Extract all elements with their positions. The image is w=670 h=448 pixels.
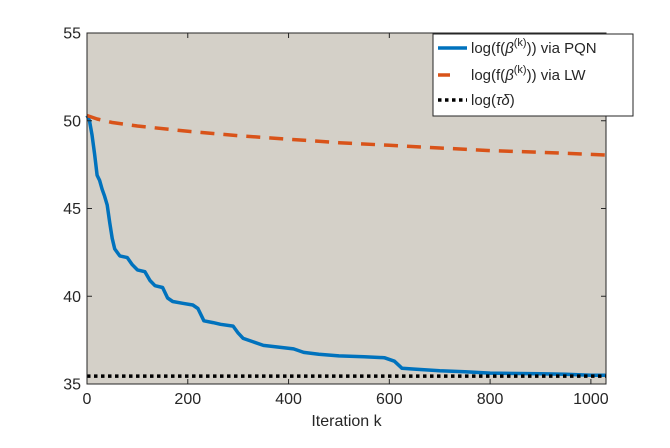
legend: log(f(β(k))) via PQN log(f(β(k))) via LW l… bbox=[432, 33, 634, 117]
x-axis-title: Iteration k bbox=[311, 413, 382, 430]
x-tick-label: 600 bbox=[376, 391, 403, 408]
y-tick-label: 35 bbox=[63, 377, 81, 394]
x-tick-label: 1000 bbox=[573, 391, 609, 408]
series-line-1 bbox=[85, 114, 606, 377]
x-axis: 0 200 400 600 800 1000 bbox=[83, 33, 609, 408]
legend-label-2: log(f(β(k))) via LW bbox=[471, 64, 586, 84]
legend-label-3: log(τδ) bbox=[471, 92, 515, 109]
y-tick-label: 50 bbox=[63, 113, 81, 130]
x-tick-label: 800 bbox=[477, 391, 504, 408]
x-tick-label: 200 bbox=[174, 391, 201, 408]
series-layer bbox=[85, 113, 607, 378]
y-tick-label: 45 bbox=[63, 201, 81, 218]
x-tick-label: 400 bbox=[275, 391, 302, 408]
y-tick-label: 55 bbox=[63, 26, 81, 43]
y-axis: 35 40 45 50 55 bbox=[63, 26, 606, 394]
legend-label-1: log(f(β(k))) via PQN bbox=[471, 37, 597, 57]
x-tick-label: 0 bbox=[83, 391, 92, 408]
series-line-2 bbox=[86, 113, 607, 157]
y-tick-label: 40 bbox=[63, 289, 81, 306]
